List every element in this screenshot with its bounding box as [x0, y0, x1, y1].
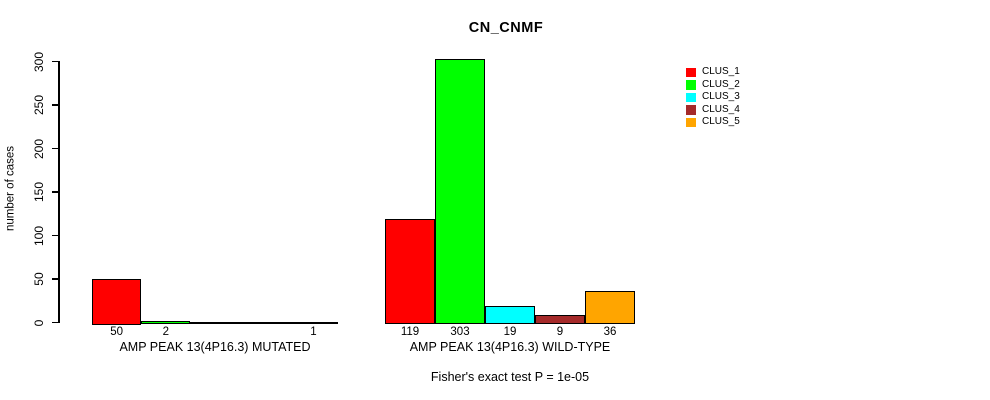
bar-clus_2 — [435, 58, 485, 325]
legend-item: CLUS_4 — [686, 104, 740, 117]
y-tick-mark — [52, 321, 59, 324]
legend-swatch-clus_2 — [686, 80, 696, 90]
bar-clus_5 — [288, 321, 338, 325]
bar-clus_5 — [585, 291, 635, 325]
bar-value-label: 36 — [603, 326, 617, 338]
legend-swatch-clus_5 — [686, 117, 696, 127]
group-label: AMP PEAK 13(4P16.3) MUTATED — [119, 340, 311, 354]
group-baseline — [92, 322, 338, 324]
legend-label: CLUS_2 — [702, 78, 740, 90]
legend-label: CLUS_5 — [702, 116, 740, 128]
bar-clus_1 — [385, 218, 435, 325]
bar-clus_4 — [535, 314, 585, 325]
bar-value-label: 9 — [556, 326, 564, 338]
y-tick-mark — [52, 104, 59, 106]
legend-item: CLUS_2 — [686, 79, 740, 92]
y-axis-line — [58, 61, 60, 323]
y-tick-mark — [52, 191, 59, 193]
legend-item: CLUS_5 — [686, 116, 740, 129]
bar-value-label: 50 — [110, 326, 123, 338]
y-tick-label: 100 — [32, 225, 46, 246]
legend-label: CLUS_3 — [702, 91, 740, 103]
y-axis-label: number of cases — [4, 146, 17, 232]
legend-label: CLUS_4 — [702, 103, 740, 115]
y-tick-mark — [52, 234, 59, 237]
legend-swatch-clus_3 — [686, 92, 696, 102]
bar-value-label: 2 — [162, 326, 169, 338]
legend-item: CLUS_3 — [686, 91, 740, 104]
legend-item: CLUS_1 — [686, 66, 740, 79]
bar-clus_1 — [92, 279, 142, 325]
bar-value-label: 19 — [503, 326, 517, 338]
y-tick-label: 50 — [32, 272, 46, 286]
y-tick-mark — [52, 60, 59, 63]
bar-value-label: 119 — [400, 326, 420, 338]
legend-swatch-clus_4 — [686, 105, 696, 115]
bar-value-label: 303 — [450, 326, 470, 338]
y-tick-label: 200 — [32, 138, 46, 159]
y-tick-mark — [52, 147, 59, 150]
chart-title: CN_CNMF — [468, 20, 544, 36]
y-tick-label: 0 — [32, 319, 46, 326]
y-tick-label: 300 — [32, 51, 46, 72]
bar-clus_2 — [141, 320, 191, 325]
legend-swatch-clus_1 — [686, 67, 696, 77]
y-tick-label: 150 — [32, 181, 46, 203]
fisher-test-annotation: Fisher's exact test P = 1e-05 — [430, 370, 590, 384]
legend-label: CLUS_1 — [702, 66, 740, 78]
bar-clus_3 — [485, 305, 535, 325]
bar-value-label: 1 — [310, 326, 317, 338]
y-tick-mark — [52, 278, 59, 280]
group-label: AMP PEAK 13(4P16.3) WILD-TYPE — [409, 340, 611, 354]
y-tick-label: 250 — [32, 94, 46, 116]
